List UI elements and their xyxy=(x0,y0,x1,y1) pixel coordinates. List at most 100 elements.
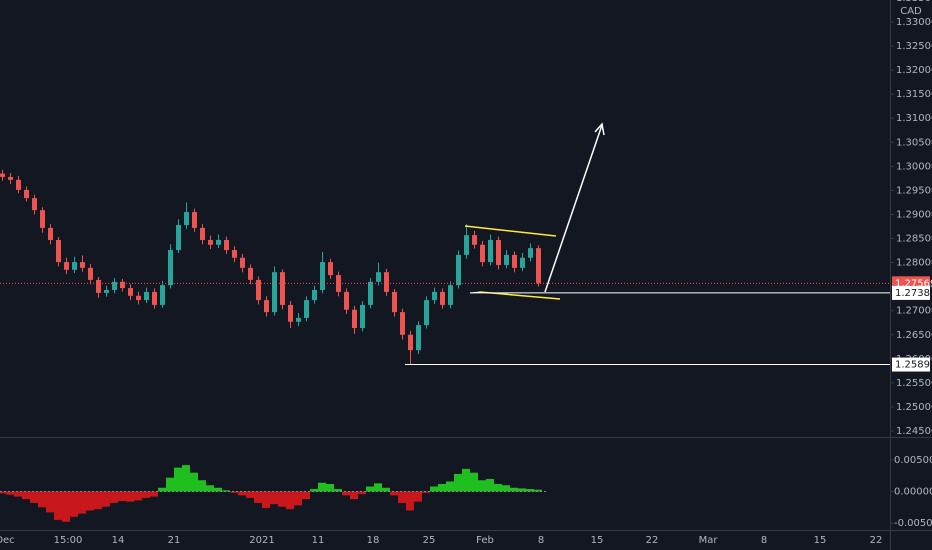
histogram-bar xyxy=(46,491,54,513)
x-tick-label: 15 xyxy=(814,535,827,546)
x-tick-label: 14 xyxy=(112,535,125,546)
y-tick-label: 1.26500 xyxy=(896,330,932,341)
histogram-bar xyxy=(126,491,134,502)
candle-body xyxy=(496,239,501,265)
level-box xyxy=(892,357,930,372)
candle-body xyxy=(72,262,77,270)
histogram-bar xyxy=(486,478,494,492)
histogram-bar xyxy=(222,490,230,492)
candle-body xyxy=(16,179,21,190)
histogram-bar xyxy=(118,491,126,502)
candle-body xyxy=(80,262,85,268)
histogram-bar xyxy=(278,491,286,507)
histogram-bar xyxy=(6,491,14,495)
candle-body xyxy=(360,304,365,329)
x-tick-label: 8 xyxy=(538,535,544,546)
histogram-bar xyxy=(446,481,454,492)
y-tick-label: 1.32000 xyxy=(896,65,932,76)
histogram-bar xyxy=(54,491,62,520)
candle-body xyxy=(208,239,213,245)
candle-body xyxy=(408,334,413,351)
histogram-bar xyxy=(470,472,478,492)
y-tick-label: 1.30000 xyxy=(896,161,932,172)
histogram-bar xyxy=(430,486,438,492)
histogram-bar xyxy=(502,485,510,492)
candle-body xyxy=(240,257,245,268)
candle-body xyxy=(520,257,525,268)
candle-body xyxy=(192,212,197,228)
histogram-bar xyxy=(246,491,254,498)
x-tick-label: 22 xyxy=(646,535,659,546)
histogram-bar xyxy=(142,491,150,498)
candle-body xyxy=(368,281,373,305)
y-tick-label: 1.32500 xyxy=(896,41,932,52)
histogram-bar xyxy=(30,491,38,503)
histogram-bar xyxy=(334,489,342,492)
y-tick-label: 1.30500 xyxy=(896,137,932,148)
candle-body xyxy=(512,254,517,268)
histogram-bar xyxy=(294,491,302,506)
histogram-bar xyxy=(22,491,30,500)
x-tick-label: 2021 xyxy=(249,535,274,546)
y-tick-label: 1.24500 xyxy=(896,426,932,437)
histogram-bar xyxy=(494,484,502,492)
histogram-bar xyxy=(286,491,294,510)
histogram-bar xyxy=(382,487,390,492)
candle-body xyxy=(488,239,493,263)
histogram-bar xyxy=(150,491,158,497)
candle-body xyxy=(288,304,293,322)
candle-body xyxy=(448,285,453,305)
histogram-bar xyxy=(358,491,366,495)
histogram-bar xyxy=(38,491,46,508)
candle-body xyxy=(256,279,261,301)
candle-body xyxy=(312,290,317,301)
candle-body xyxy=(304,300,309,318)
candle-body xyxy=(336,275,341,292)
trend-line xyxy=(464,225,557,237)
histogram-bar xyxy=(318,482,326,492)
candle-body xyxy=(0,173,5,177)
candle-body xyxy=(48,227,53,240)
candle-body xyxy=(464,235,469,255)
histogram-bar xyxy=(270,491,278,505)
level-label: 1.27380 xyxy=(895,288,932,299)
histogram-bar xyxy=(14,491,22,497)
candle-body xyxy=(384,272,389,292)
candle-body xyxy=(248,267,253,280)
last-price-label: 1.27569 xyxy=(895,278,932,289)
currency-label: CAD xyxy=(900,6,922,17)
candle-body xyxy=(136,295,141,301)
histogram-bar xyxy=(62,491,70,522)
candle-body xyxy=(504,254,509,265)
histogram-bar xyxy=(102,491,110,507)
x-tick-label: 22 xyxy=(870,535,883,546)
y-tick-label: 0.00500 xyxy=(894,455,932,466)
candle-body xyxy=(440,291,445,305)
candle-body xyxy=(24,189,29,199)
histogram-bar xyxy=(366,486,374,492)
candle-body xyxy=(472,235,477,245)
histogram-bar xyxy=(174,467,182,492)
candle-body xyxy=(424,300,429,326)
histogram-bar xyxy=(262,491,270,508)
candle-body xyxy=(200,227,205,240)
candle-body xyxy=(128,288,133,296)
histogram-bar xyxy=(534,489,542,492)
x-tick-label: 21 xyxy=(168,535,181,546)
histogram-bar xyxy=(78,491,86,514)
candle-body xyxy=(416,325,421,351)
y-tick-label: 1.33000 xyxy=(896,17,932,28)
candle-body xyxy=(176,225,181,251)
y-tick-label: -0.00500 xyxy=(894,518,932,529)
x-tick-label: 15 xyxy=(591,535,604,546)
candle-body xyxy=(528,248,533,258)
candle-body xyxy=(40,210,45,228)
histogram-bar xyxy=(206,485,214,492)
y-tick-label: 0.00000 xyxy=(894,487,932,498)
candle-body xyxy=(152,291,157,305)
plot xyxy=(0,169,546,522)
histogram-bar xyxy=(134,491,142,501)
histogram-bar xyxy=(326,484,334,492)
